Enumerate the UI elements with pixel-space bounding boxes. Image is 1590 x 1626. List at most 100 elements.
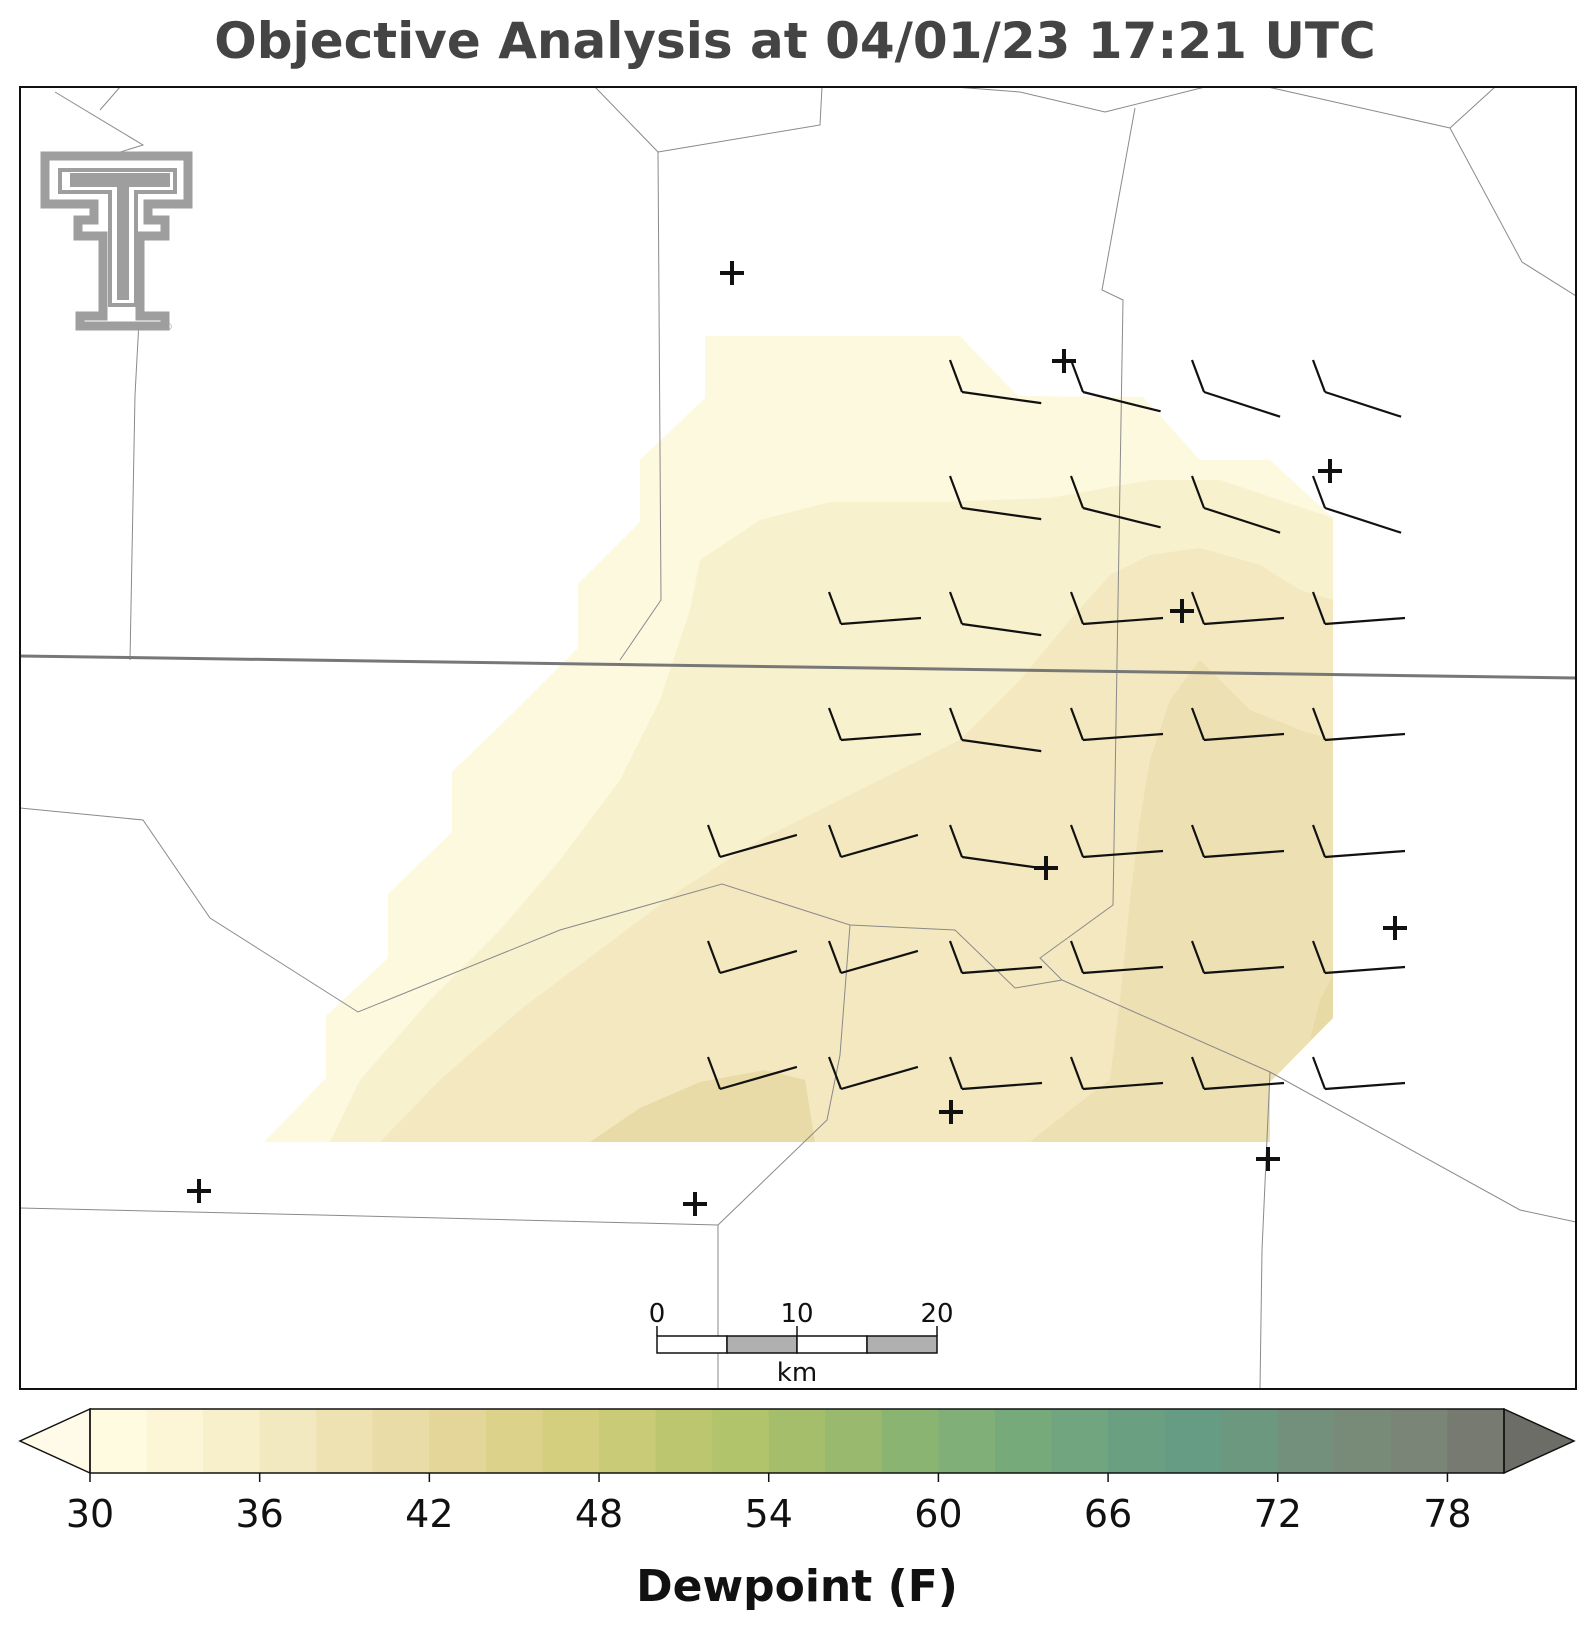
colorbar-cell [316,1409,374,1473]
wind-barb [827,591,922,626]
wind-barb [1311,824,1406,859]
colorbar-cell [203,1409,261,1473]
colorbar-cell [146,1409,204,1473]
colorbar-cell [429,1409,487,1473]
colorbar-cell [372,1409,430,1473]
plus-marker [683,1192,707,1216]
scale-tick-20: 20 [920,1299,953,1329]
wind-barb [948,824,1042,870]
wind-barb [1069,707,1164,742]
wind-barb [1190,940,1285,975]
wind-barb [706,824,798,859]
wind-barb [1311,940,1406,975]
colorbar-cell [1390,1409,1449,1473]
wind-barb [1190,1056,1285,1091]
state-boundary-line [20,654,1576,680]
plus-marker [939,1100,963,1124]
colorbar-cell [1108,1409,1166,1473]
wind-barb [948,591,1042,637]
texas-tech-double-t-logo: ® [40,151,193,333]
wind-barb [1311,591,1406,626]
wind-barb [948,359,1042,405]
wind-barb [1190,824,1285,859]
colorbar-cell [485,1409,544,1473]
wind-barb [948,707,1042,753]
colorbar-cell [1277,1409,1335,1473]
colorbar-cell [1334,1409,1392,1473]
contour-band-36 [380,548,1333,1142]
wind-barb [1311,475,1402,534]
colorbar-tick-label: 54 [745,1492,793,1536]
scale-tick-0: 0 [649,1299,666,1329]
colorbar-tick-label: 78 [1423,1492,1471,1536]
plus-marker [1318,459,1342,483]
wind-barb [1069,591,1164,626]
logo-registered-mark: ® [163,322,173,333]
scale-tick-10: 10 [780,1299,813,1329]
county-boundaries [20,87,1576,1389]
colorbar-cell [599,1409,657,1473]
plus-marker [720,261,744,285]
colorbar-cell [1221,1409,1279,1473]
colorbar-cell [259,1409,317,1473]
contour-band-38 [1030,660,1333,1142]
colorbar-cell [825,1409,883,1473]
colorbar-tick-label: 30 [66,1492,114,1536]
colorbar: 30 36 42 48 54 60 66 72 78 Dewpoint (F) [18,1407,1576,1612]
wind-barbs [706,359,1406,1091]
wind-barb [948,475,1042,521]
wind-barb [827,940,919,975]
wind-barb [827,707,922,742]
colorbar-cell [712,1409,770,1473]
wind-barb [1069,824,1164,859]
colorbar-tick-label: 60 [914,1492,962,1536]
colorbar-tick-label: 48 [575,1492,623,1536]
wind-barb [1190,591,1285,626]
colorbar-cell [994,1409,1053,1473]
plus-marker [187,1179,211,1203]
wind-barb [827,1056,919,1091]
colorbar-extend-low [18,1407,91,1475]
colorbar-cell [768,1409,826,1473]
contour-band-40-east [1310,975,1333,1040]
colorbar-tick-label: 66 [1084,1492,1132,1536]
colorbar-cell [881,1409,939,1473]
wind-barb [1190,475,1281,534]
wind-barb [1069,475,1161,529]
colorbar-cell [1447,1409,1505,1473]
map-title: Objective Analysis at 04/01/23 17:21 UTC [214,12,1376,70]
map-frame [19,86,1577,1390]
wind-barb [827,824,919,859]
colorbar-cell [1051,1409,1109,1473]
colorbar-tick-label: 42 [405,1492,453,1536]
contour-band-40 [590,1070,815,1142]
plus-marker [1170,599,1194,623]
wind-barb [706,1056,798,1091]
dewpoint-analysis-field [264,336,1333,1142]
wind-barb [948,940,1043,975]
wind-barb [706,940,798,975]
colorbar-cell [938,1409,996,1473]
colorbar-tick-label: 72 [1254,1492,1302,1536]
colorbar-tick-label: 36 [236,1492,284,1536]
wind-barb [1311,359,1402,418]
colorbar-extend-high [1503,1407,1576,1475]
colorbar-outline [89,1408,1505,1474]
wind-barb [1069,359,1161,413]
wind-barb [1069,940,1164,975]
wind-barb [1069,1056,1164,1091]
plus-marker [1256,1147,1280,1171]
wind-barb [948,1056,1043,1091]
colorbar-cell [542,1409,600,1473]
wind-barb [1190,359,1281,418]
wind-barb [1311,707,1406,742]
colorbar-cell [655,1409,713,1473]
wind-barb [1190,707,1285,742]
colorbar-label: Dewpoint (F) [636,1561,958,1612]
wind-barb [1311,1056,1406,1091]
plus-marker [1383,916,1407,940]
colorbar-cell [90,1409,148,1473]
colorbar-cell [1164,1409,1222,1473]
scale-unit: km [777,1358,817,1388]
